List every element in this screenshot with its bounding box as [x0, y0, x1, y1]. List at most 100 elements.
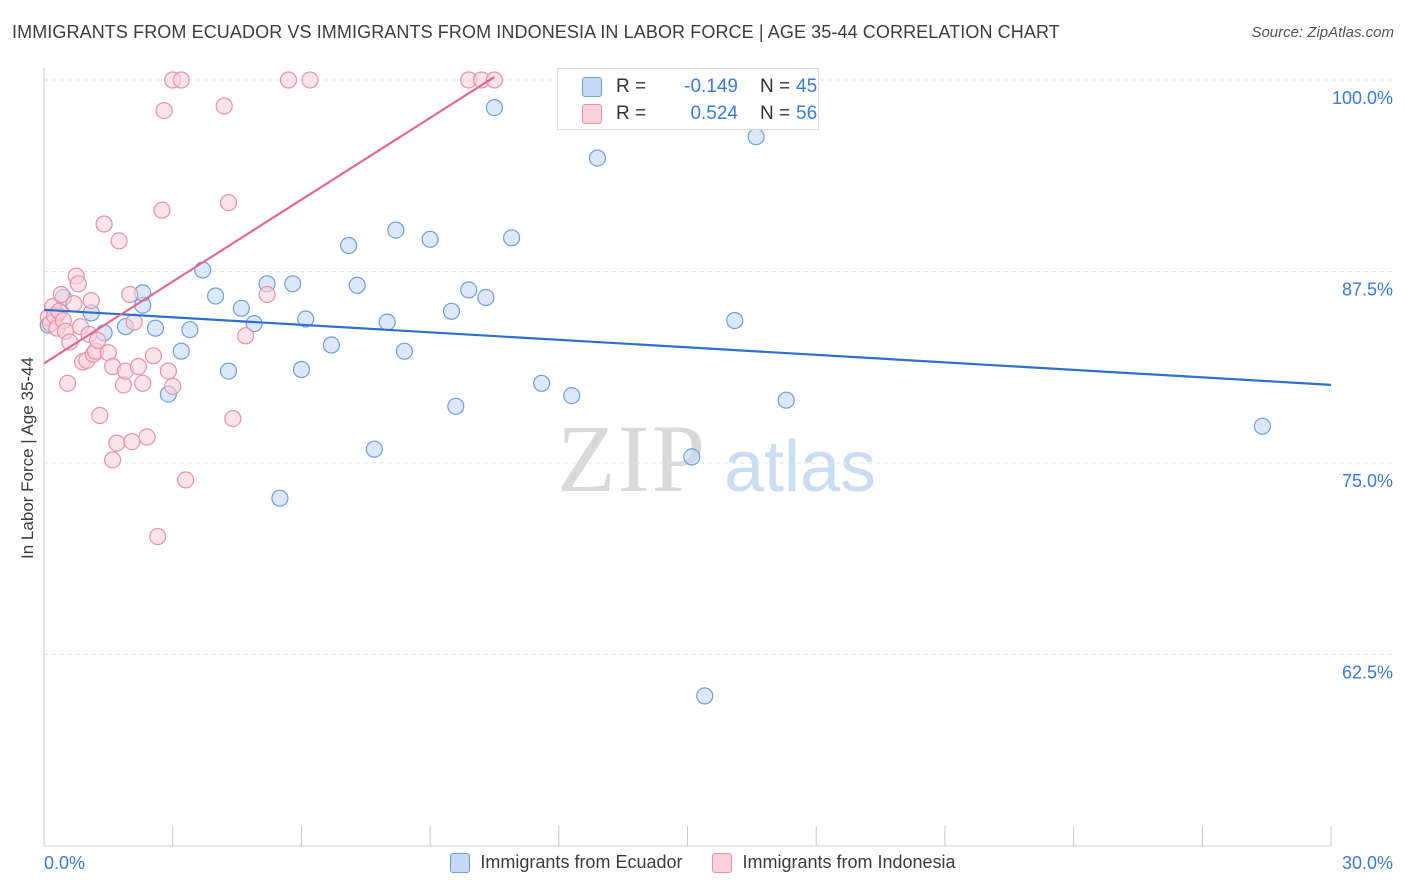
legend-item-indonesia[interactable]: Immigrants from Indonesia — [712, 852, 956, 873]
ecuador-point — [172, 342, 190, 360]
y-tick-label: 87.5% — [1342, 280, 1393, 300]
ecuador-point — [365, 440, 383, 458]
ecuador-point — [777, 391, 795, 409]
ecuador-point — [421, 230, 439, 248]
y-tick-label: 100.0% — [1332, 88, 1393, 108]
watermark: ZIP atlas — [557, 405, 876, 512]
ecuador-point — [378, 313, 396, 331]
indonesia-point — [95, 215, 113, 233]
indonesia-point — [159, 362, 177, 380]
ecuador-trend-line — [43, 308, 1332, 386]
y-tick-label: 75.0% — [1342, 471, 1393, 491]
indonesia-point — [149, 527, 167, 546]
watermark-zip: ZIP — [557, 405, 707, 512]
stats-r-label: R = — [616, 76, 647, 97]
ecuador-point — [696, 687, 714, 705]
indonesia-point — [125, 313, 143, 331]
series-indonesia-points — [39, 71, 503, 546]
ecuador-point — [726, 311, 744, 330]
indonesia-point — [110, 232, 128, 250]
ecuador-point — [460, 281, 478, 299]
ecuador-point — [322, 336, 340, 354]
indonesia-point — [144, 347, 162, 365]
ecuador-point — [485, 98, 503, 117]
indonesia-point — [164, 377, 182, 395]
legend: Immigrants from Ecuador Immigrants from … — [0, 852, 1406, 873]
indonesia-point — [129, 357, 147, 376]
indonesia-point — [88, 331, 107, 349]
indonesia-point — [121, 285, 139, 304]
ecuador-point — [477, 288, 495, 307]
stats-swatch-ecuador — [582, 77, 602, 97]
ecuador-point — [1253, 417, 1272, 435]
indonesia-point — [52, 285, 70, 304]
indonesia-point — [108, 434, 126, 452]
ecuador-point — [297, 310, 315, 328]
watermark-atlas: atlas — [724, 427, 876, 507]
stats-n-value: 45 — [796, 76, 818, 97]
indonesia-point — [219, 194, 238, 212]
ecuador-point — [271, 489, 289, 507]
stats-n-value: 56 — [796, 103, 818, 124]
x-tick-label: 0.0% — [44, 853, 85, 873]
ecuador-point — [146, 319, 165, 337]
ecuador-point — [447, 397, 465, 415]
indonesia-trend-line — [43, 76, 496, 365]
indonesia-point — [172, 71, 190, 89]
ecuador-point — [284, 275, 302, 293]
ecuador-point — [219, 362, 238, 380]
x-tick-label: 30.0% — [1342, 853, 1393, 873]
ecuador-point — [387, 221, 405, 239]
legend-label-ecuador: Immigrants from Ecuador — [480, 852, 683, 872]
indonesia-point — [153, 201, 171, 219]
indonesia-point — [103, 451, 122, 469]
legend-item-ecuador[interactable]: Immigrants from Ecuador — [450, 852, 682, 873]
stats-r-label: R = — [616, 103, 647, 124]
gridlines — [44, 79, 1392, 655]
indonesia-point — [258, 285, 276, 304]
indonesia-point — [134, 374, 152, 392]
ecuador-point — [395, 342, 413, 360]
stats-swatch-indonesia — [582, 104, 602, 124]
ecuador-point — [340, 236, 358, 255]
indonesia-point — [301, 71, 319, 89]
x-tick-labels: 0.0% 30.0% — [44, 853, 1393, 873]
indonesia-point — [82, 292, 100, 310]
trend-lines — [43, 76, 1332, 386]
source-note: Source: ZipAtlas.com — [1251, 24, 1394, 41]
indonesia-point — [237, 327, 255, 345]
correlation-stats-box: R = -0.149 N = 45 R = 0.524 N = 56 — [557, 68, 819, 130]
legend-swatch-ecuador — [450, 852, 471, 873]
chart-title: IMMIGRANTS FROM ECUADOR VS IMMIGRANTS FR… — [12, 22, 1060, 42]
y-tick-label: 62.5% — [1342, 663, 1393, 683]
series-ecuador-points — [39, 98, 1272, 705]
indonesia-point — [215, 97, 233, 115]
indonesia-point — [123, 433, 141, 451]
indonesia-point — [58, 374, 77, 392]
ecuador-point — [232, 299, 250, 317]
stats-r-value: 0.524 — [690, 103, 738, 124]
indonesia-point — [138, 428, 156, 446]
stats-n-label: N = — [760, 76, 791, 97]
indonesia-point — [177, 471, 195, 489]
ecuador-point — [747, 128, 765, 146]
indonesia-point — [91, 406, 109, 425]
ecuador-point — [194, 261, 212, 279]
indonesia-point — [224, 410, 242, 428]
indonesia-point — [65, 295, 83, 313]
indonesia-point — [485, 71, 503, 89]
indonesia-point — [279, 71, 298, 89]
stats-n-label: N = — [760, 103, 791, 124]
x-ticks — [43, 826, 1332, 846]
ecuador-point — [207, 287, 225, 305]
stats-r-value: -0.149 — [684, 76, 738, 97]
legend-swatch-indonesia — [712, 852, 733, 873]
ecuador-point — [348, 276, 366, 294]
ecuador-point — [181, 321, 199, 339]
indonesia-point — [155, 101, 173, 120]
ecuador-point — [683, 448, 701, 466]
ecuador-point — [563, 387, 581, 405]
indonesia-point — [69, 275, 87, 293]
legend-label-indonesia: Immigrants from Indonesia — [742, 852, 956, 872]
